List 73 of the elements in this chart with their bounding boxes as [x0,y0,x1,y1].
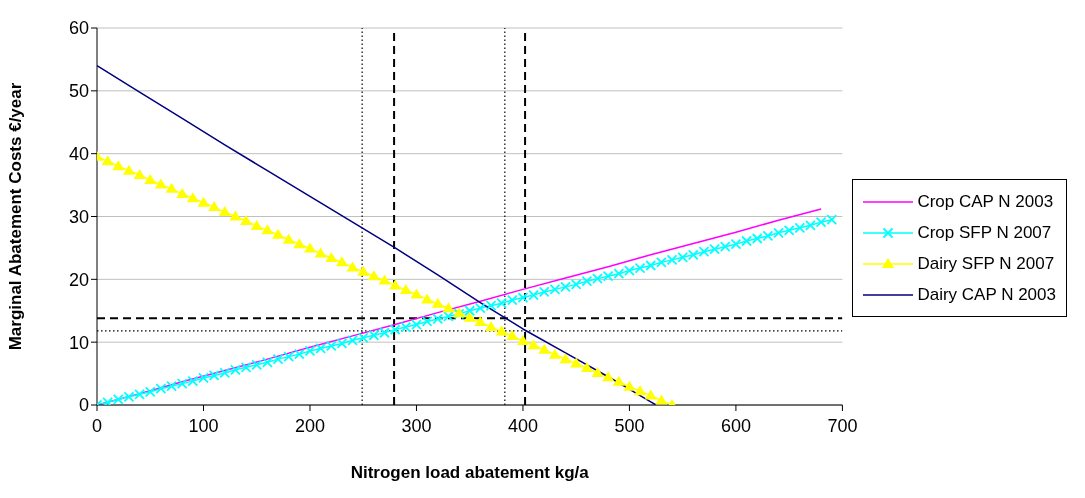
point [623,380,636,391]
point [293,238,306,249]
point [101,155,114,166]
x-tick-label: 0 [91,415,103,436]
y-tick-label: 30 [68,206,89,227]
point [399,284,412,295]
point [176,187,189,198]
legend-label: Dairy SFP N 2007 [917,253,1055,274]
legend-label: Dairy CAP N 2003 [917,284,1056,305]
point [516,334,529,345]
point [495,325,508,336]
point [122,164,135,175]
point [485,321,497,332]
x-tick-label: 400 [507,415,538,436]
y-tick-label: 10 [68,332,89,353]
point [548,348,561,359]
point [506,329,519,340]
point [325,251,338,262]
point [570,357,583,368]
point [303,242,316,253]
point [197,196,210,207]
y-tick-label: 40 [68,144,89,165]
legend-label: Crop CAP N 2003 [917,191,1054,212]
point [112,160,125,171]
point [538,343,551,354]
point [282,233,295,244]
y-tick-label: 60 [68,18,89,39]
point [133,169,146,180]
point [250,219,263,230]
point [612,375,625,386]
point [644,389,657,400]
y-tick-label: 0 [78,395,89,416]
point [335,256,348,267]
x-axis-title: Nitrogen load abatement kg/a [350,463,590,482]
point [559,353,572,364]
x-tick-label: 100 [188,415,219,436]
x-tick-label: 600 [720,415,751,436]
point [144,174,157,185]
point [602,371,615,382]
point [240,214,253,225]
x-tick-label: 200 [294,415,325,436]
y-axis-title: Marginal Abatement Costs €/year [6,82,26,351]
point [580,361,593,372]
point [431,297,444,308]
point [154,178,167,189]
point [367,270,380,281]
point [474,316,487,327]
x-tick-label: 500 [614,415,645,436]
x-tick-label: 300 [401,415,432,436]
y-tick-label: 50 [68,81,89,102]
point [218,206,231,217]
point [389,279,402,290]
point [186,192,199,203]
point [655,394,668,405]
point [314,247,327,258]
point [634,385,647,396]
y-tick-label: 20 [68,269,89,290]
point [357,265,370,276]
point [208,201,221,212]
point [165,182,178,193]
point [261,224,274,235]
point [229,210,242,221]
point [421,293,434,304]
point [272,228,285,239]
point [378,274,391,285]
point [463,311,476,322]
point [410,288,423,299]
point [591,366,604,377]
point [346,261,359,272]
point [442,302,455,313]
x-tick-label: 700 [827,415,858,436]
legend-label: Crop SFP N 2007 [917,222,1052,243]
point [527,339,540,350]
